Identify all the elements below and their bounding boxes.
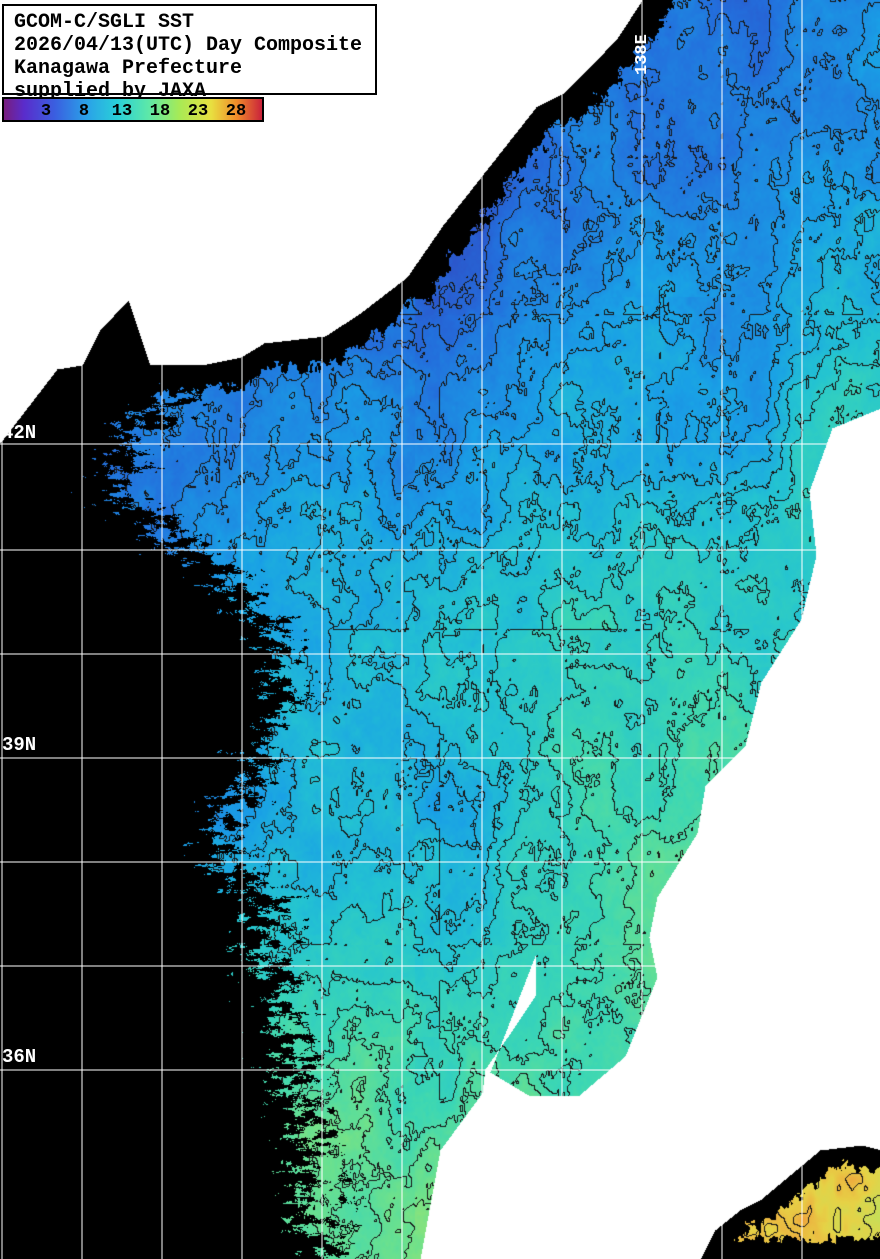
svg-text:36N: 36N: [2, 1046, 36, 1068]
svg-text:2026/04/13(UTC) Day Composite: 2026/04/13(UTC) Day Composite: [14, 34, 362, 57]
svg-text:18: 18: [150, 102, 170, 121]
svg-text:Kanagawa Prefecture: Kanagawa Prefecture: [14, 57, 242, 80]
svg-text:42N: 42N: [2, 422, 36, 444]
svg-text:13: 13: [112, 102, 132, 121]
svg-text:GCOM-C/SGLI SST: GCOM-C/SGLI SST: [14, 11, 194, 34]
svg-text:138E: 138E: [633, 34, 652, 75]
svg-text:23: 23: [188, 102, 208, 121]
svg-text:28: 28: [226, 102, 246, 121]
svg-text:8: 8: [79, 102, 89, 121]
svg-text:3: 3: [41, 102, 51, 121]
svg-text:39N: 39N: [2, 734, 36, 756]
